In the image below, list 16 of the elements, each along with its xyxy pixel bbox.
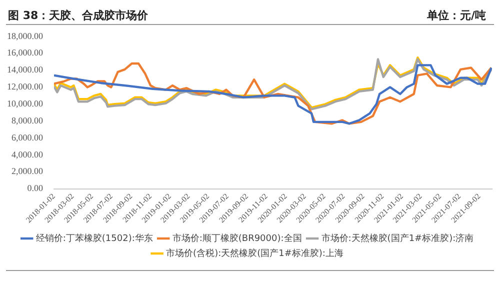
- y-tick-label: 14,000.00: [7, 64, 44, 75]
- y-tick-label: 6,000.00: [12, 132, 44, 142]
- y-tick-label: 2,000.00: [12, 166, 44, 176]
- legend-label: 市场价(含税):天然橡胶(国产1#标准胶):上海: [166, 248, 344, 259]
- legend-label: 经销价:丁苯橡胶(1502):华东: [36, 232, 153, 244]
- y-tick-label: 16,000.00: [7, 48, 44, 58]
- y-tick-label: 18,000.00: [7, 30, 44, 41]
- chart-title: 图 38：天胶、合成胶市场价: [8, 8, 148, 23]
- y-tick-label: 0.00: [27, 183, 44, 194]
- y-tick-label: 12,000.00: [7, 82, 44, 92]
- legend-label: 市场价:顺丁橡胶(BR9000):全国: [172, 232, 302, 244]
- legend-label: 市场价:天然橡胶(国产1#标准胶):济南: [321, 232, 474, 244]
- y-tick-label: 8,000.00: [12, 115, 44, 126]
- text: 单位：元/吨: [426, 8, 486, 23]
- y-tick-label: 4,000.00: [12, 149, 44, 160]
- y-tick-label: 10,000.00: [7, 98, 44, 108]
